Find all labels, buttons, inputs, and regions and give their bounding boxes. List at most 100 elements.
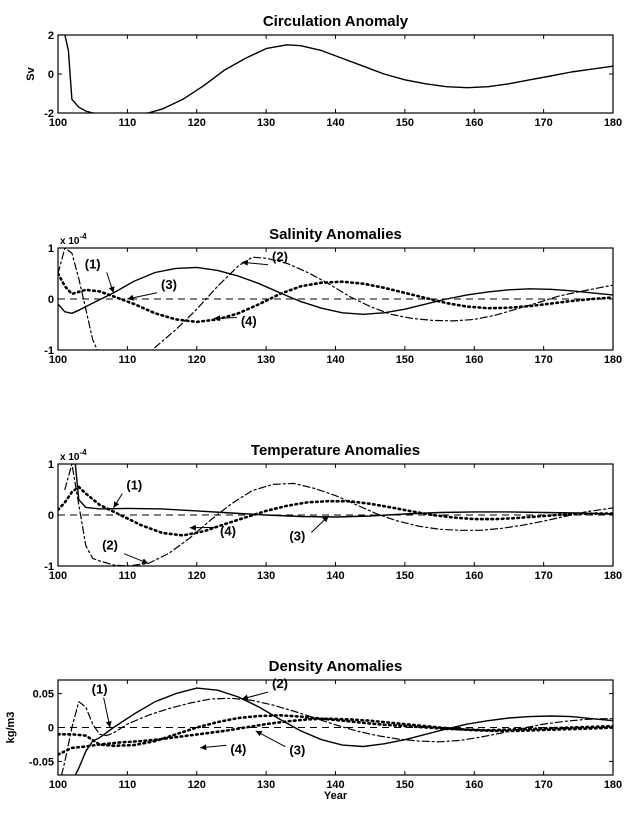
temperature-x-tick-label: 110 [119, 570, 137, 582]
density-y-tick-label: 0.05 [33, 689, 54, 701]
circulation-plot-frame [57, 34, 614, 114]
salinity-multiplier-exponent: -4 [79, 232, 87, 241]
circulation-series-line-solid [64, 35, 613, 113]
density-series-line-dotted [58, 713, 613, 748]
density-title: Density Anomalies [269, 658, 403, 675]
salinity-x-tick-label: 110 [119, 354, 137, 366]
temperature-x-tick-label: 150 [396, 570, 414, 582]
salinity-annotation-arrowhead [127, 294, 134, 301]
circulation-x-tick-label: 160 [465, 117, 483, 129]
density-x-tick-label: 180 [604, 779, 622, 791]
temperature-x-tick-label: 140 [326, 570, 344, 582]
density-x-tick-label: 120 [188, 779, 206, 791]
temperature-annotation-arrowhead [141, 558, 149, 564]
temperature-x-tick-label: 120 [188, 570, 206, 582]
salinity-annotation-label: (2) [272, 249, 288, 264]
density-x-tick-label: 140 [326, 779, 344, 791]
density-series-line-solid [74, 687, 613, 775]
salinity-x-tick-label: 140 [326, 354, 344, 366]
density-y-axis-label: kg/m3 [5, 712, 17, 744]
salinity-panel: Salinity Anomalies 100 110 120 130 140 150 160 1… [44, 226, 622, 366]
temperature-panel: Temperature Anomalies 100 110 120 130 140 150 1… [44, 442, 622, 582]
salinity-x-tick-label: 180 [604, 354, 622, 366]
density-x-tick-label: 100 [49, 779, 67, 791]
salinity-x-tick-label: 130 [257, 354, 275, 366]
salinity-series-line-dashdot [58, 248, 613, 350]
circulation-x-tick-label: 170 [534, 117, 552, 129]
circulation-y-tick-label: 2 [48, 30, 54, 42]
temperature-annotation-label: (3) [289, 529, 305, 544]
density-series-line-dotted [58, 717, 613, 756]
temperature-multiplier-base: x 10 [60, 452, 80, 463]
temperature-title: Temperature Anomalies [251, 442, 420, 459]
density-annotation-label: (3) [289, 743, 305, 758]
salinity-multiplier-base: x 10 [60, 236, 80, 247]
temperature-annotation-arrowhead [113, 501, 120, 508]
density-annotation-arrowhead [200, 744, 207, 751]
density-series-line-dashdot [60, 697, 613, 775]
density-annotation-label: (2) [272, 676, 288, 691]
temperature-annotation-label: (1) [126, 478, 142, 493]
temperature-x-tick-label: 180 [604, 570, 622, 582]
salinity-scale-multiplier: x 10-4 [60, 232, 87, 247]
circulation-x-tick-label: 130 [257, 117, 275, 129]
density-annotation-label: (4) [230, 741, 246, 756]
salinity-x-tick-label: 120 [188, 354, 206, 366]
salinity-x-tick-label: 150 [396, 354, 414, 366]
temperature-annotation-arrowhead [322, 516, 329, 523]
salinity-annotation-arrowhead [214, 315, 221, 322]
circulation-x-tick-label: 180 [604, 117, 622, 129]
salinity-annotation-arrowhead [108, 286, 115, 293]
salinity-annotation-label: (4) [241, 314, 257, 329]
temperature-x-tick-label: 100 [49, 570, 67, 582]
circulation-title: Circulation Anomaly [263, 13, 409, 30]
density-y-tick-label: -0.05 [29, 756, 54, 768]
temperature-annotation-arrowhead [189, 524, 196, 531]
temperature-series-line-dotted [58, 485, 613, 537]
density-annotation-arrowhead [255, 730, 263, 737]
salinity-y-tick-label: 0 [48, 294, 54, 306]
temperature-series-line-dashdot [64, 464, 613, 566]
salinity-annotation-label: (1) [85, 256, 101, 271]
density-x-tick-label: 160 [465, 779, 483, 791]
density-panel: Density Anomalies 100 110 120 130 140 150 160 17… [5, 658, 622, 802]
circulation-x-tick-label: 120 [188, 117, 206, 129]
circulation-x-tick-label: 100 [49, 117, 67, 129]
temperature-x-tick-label: 130 [257, 570, 275, 582]
temperature-annotation-label: (2) [102, 538, 118, 553]
density-annotation-arrowhead [241, 694, 249, 701]
salinity-x-tick-label: 170 [534, 354, 552, 366]
temperature-x-tick-label: 160 [465, 570, 483, 582]
temperature-x-tick-label: 170 [534, 570, 552, 582]
salinity-x-tick-label: 160 [465, 354, 483, 366]
temperature-series-line-solid [74, 464, 613, 518]
density-y-tick-label: 0 [48, 723, 54, 735]
temperature-annotation-label: (4) [220, 523, 236, 538]
salinity-annotation-label: (3) [161, 277, 177, 292]
circulation-x-tick-label: 110 [119, 117, 137, 129]
temperature-y-tick-label: 0 [48, 510, 54, 522]
circulation-y-axis-label: Sv [25, 66, 37, 80]
density-x-tick-label: 170 [534, 779, 552, 791]
salinity-annotation-arrowhead [241, 259, 249, 266]
salinity-y-tick-label: -1 [44, 345, 54, 357]
salinity-series-line-dotted [58, 272, 613, 324]
density-x-axis-label: Year [324, 790, 348, 802]
circulation-y-tick-label: 0 [48, 69, 54, 81]
circulation-panel: Circulation Anomaly 100 110 120 130 140 150 160… [25, 13, 622, 129]
density-x-tick-label: 130 [257, 779, 275, 791]
density-annotation-label: (1) [92, 682, 108, 697]
circulation-x-tick-label: 150 [396, 117, 414, 129]
density-x-tick-label: 110 [119, 779, 137, 791]
temperature-scale-multiplier: x 10-4 [60, 448, 87, 463]
salinity-title: Salinity Anomalies [269, 226, 402, 243]
temperature-multiplier-exponent: -4 [79, 448, 87, 457]
circulation-y-tick-label: -2 [44, 108, 54, 120]
density-annotation-arrowhead [105, 721, 112, 728]
salinity-y-tick-label: 1 [48, 243, 54, 255]
temperature-y-tick-label: -1 [44, 561, 54, 573]
salinity-x-tick-label: 100 [49, 354, 67, 366]
temperature-y-tick-label: 1 [48, 459, 54, 471]
circulation-x-tick-label: 140 [326, 117, 344, 129]
